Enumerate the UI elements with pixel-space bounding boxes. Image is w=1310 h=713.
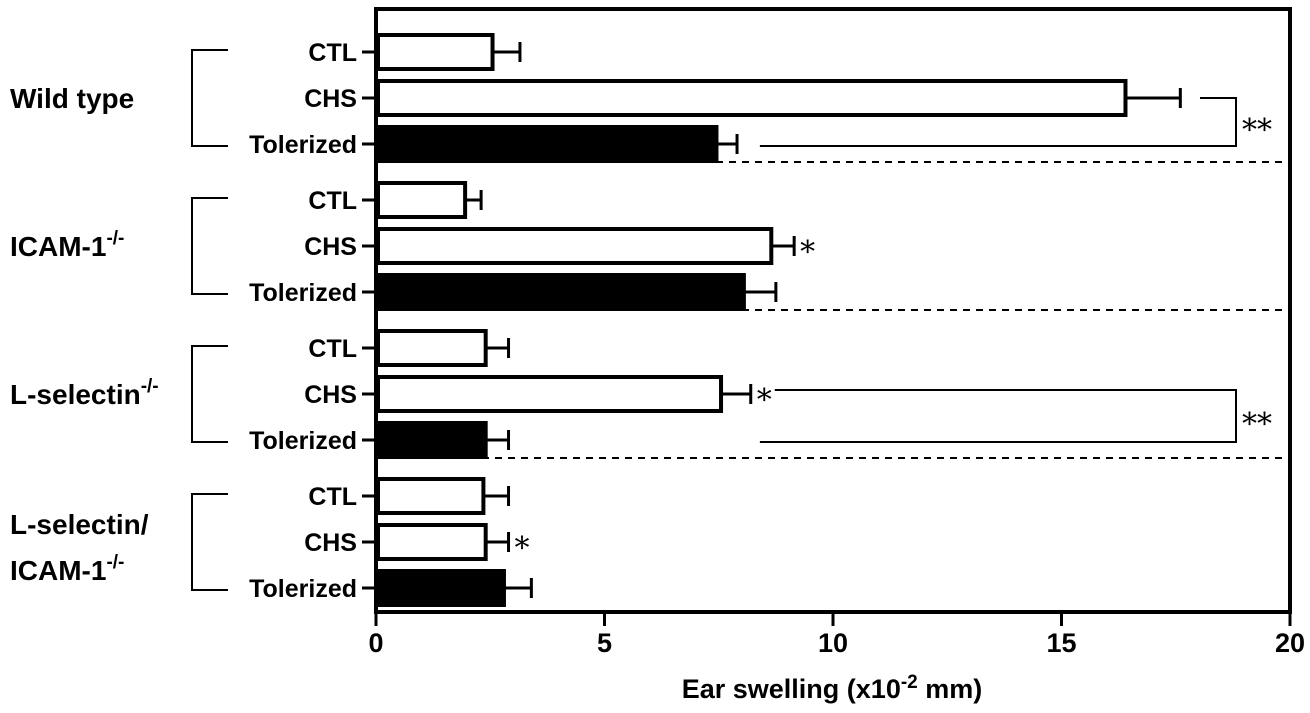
condition-label-ctl: CTL — [308, 187, 357, 215]
condition-label-ctl: CTL — [308, 335, 357, 363]
x-tick-label: 15 — [1046, 628, 1076, 658]
condition-label-tolerized: Tolerized — [249, 279, 357, 307]
bar-icam-1-tolerized — [376, 273, 746, 311]
condition-label-ctl: CTL — [308, 483, 357, 511]
condition-label-tolerized: Tolerized — [249, 131, 357, 159]
bar-icam-1-chs — [376, 227, 774, 265]
condition-label-chs: CHS — [304, 529, 357, 557]
x-tick-label: 5 — [597, 628, 612, 658]
group-label-l-selectin: L-selectin-/- — [10, 376, 159, 410]
group-bracket — [191, 345, 228, 443]
bar-l-selectin-ctl — [376, 477, 486, 515]
x-axis: 0 5 10 15 20 — [368, 612, 1305, 658]
comparison-bracket — [759, 389, 1237, 443]
bar-wild-type-ctl — [376, 33, 495, 71]
x-axis-title: Ear swelling (x10-2 mm) — [682, 672, 983, 704]
bar-wild-type-chs — [376, 79, 1128, 117]
group-bracket — [191, 49, 228, 147]
comparison-significance: ** — [1242, 113, 1272, 148]
condition-label-tolerized: Tolerized — [249, 427, 357, 455]
condition-label-tolerized: Tolerized — [249, 575, 357, 603]
comparison-bracket — [759, 97, 1237, 147]
bar-l-selectin-ctl — [376, 329, 488, 367]
x-tick-label: 10 — [818, 628, 848, 658]
y-labels-layer: Wild type CTL CHS Tolerized ICAM-1-/- CTL CHS T… — [10, 39, 376, 603]
x-tick-label: 0 — [368, 628, 383, 658]
significance-marker: * — [800, 235, 815, 270]
group-bracket — [191, 197, 228, 295]
condition-label-chs: CHS — [304, 233, 357, 261]
group-bracket — [191, 493, 228, 591]
bars-layer: ******* — [376, 33, 1272, 607]
group-label-line2: ICAM-1-/- — [10, 552, 124, 586]
condition-label-ctl: CTL — [308, 39, 357, 67]
bar-l-selectin-chs — [376, 523, 488, 561]
condition-label-chs: CHS — [304, 85, 357, 113]
bar-wild-type-tolerized — [376, 125, 719, 163]
group-label-wild-type: Wild type — [10, 83, 134, 114]
group-label-l-selectin: L-selectin/ — [10, 509, 149, 540]
bar-l-selectin-tolerized — [376, 569, 506, 607]
condition-label-chs: CHS — [304, 381, 357, 409]
bar-l-selectin-tolerized — [376, 421, 488, 459]
significance-marker: * — [515, 531, 530, 566]
significance-marker: * — [757, 383, 772, 418]
comparison-significance: ** — [1242, 407, 1272, 442]
x-tick-label: 20 — [1275, 628, 1305, 658]
bar-l-selectin-chs — [376, 375, 724, 413]
group-label-icam-1: ICAM-1-/- — [10, 228, 124, 262]
bar-icam-1-ctl — [376, 181, 468, 219]
group-dividers — [378, 161, 1288, 459]
